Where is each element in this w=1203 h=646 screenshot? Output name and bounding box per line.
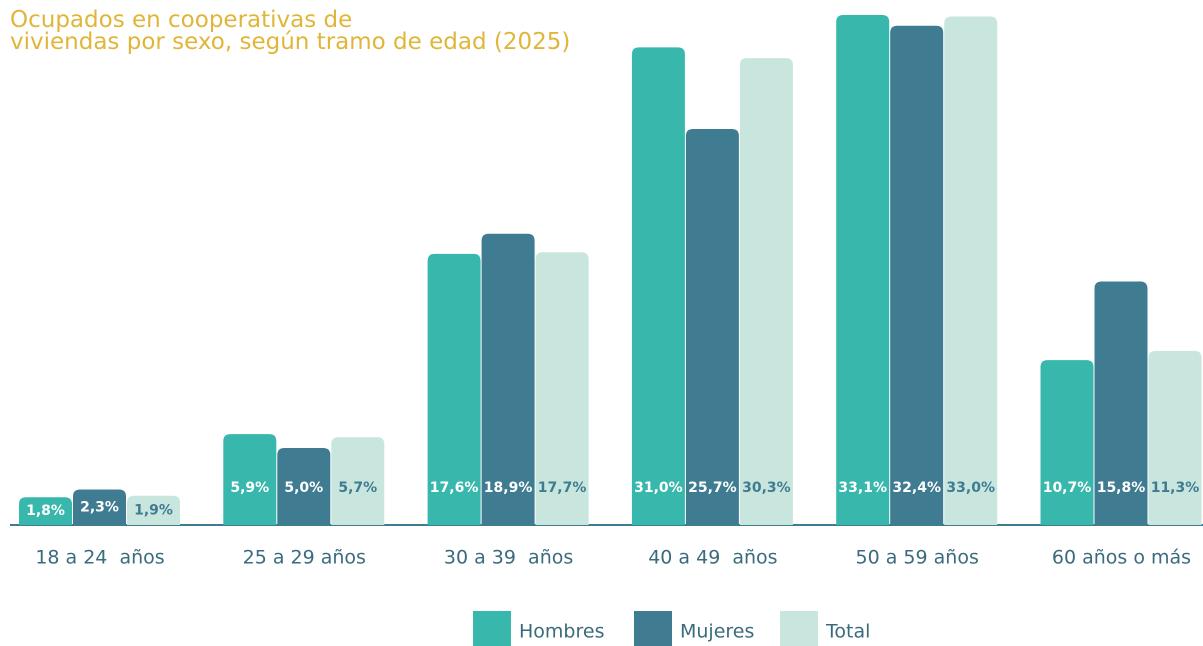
data-label: 5,0% (284, 480, 323, 496)
data-label: 10,7% (1043, 480, 1092, 496)
data-label: 15,8% (1097, 480, 1146, 496)
chart-title: Ocupados en cooperativas de viviendas por… (10, 7, 570, 55)
bar (127, 495, 180, 525)
data-label: 30,3% (742, 480, 791, 496)
legend-swatch (634, 611, 672, 646)
bar (739, 58, 793, 525)
legend-label: Mujeres (680, 621, 754, 643)
x-tick-label: 40 a 49 años (648, 547, 777, 569)
bar (19, 497, 72, 525)
data-label: 1,9% (134, 502, 173, 518)
bar (836, 15, 890, 525)
bar (685, 129, 739, 525)
data-label: 5,7% (338, 480, 377, 496)
bar (944, 16, 998, 526)
legend-label: Total (825, 621, 870, 643)
bar (1040, 360, 1094, 525)
data-label: 17,7% (538, 480, 587, 496)
bar (73, 489, 126, 525)
bar (535, 252, 589, 526)
data-label: 5,9% (230, 480, 269, 496)
data-label: 25,7% (688, 480, 737, 496)
bar (427, 253, 481, 525)
bar (631, 47, 685, 525)
data-label: 18,9% (484, 480, 533, 496)
bar (1094, 281, 1148, 525)
data-label: 33,0% (946, 480, 995, 496)
data-label: 31,0% (634, 480, 683, 496)
data-label: 1,8% (26, 503, 65, 519)
bar (277, 447, 331, 525)
legend-swatch (473, 611, 511, 646)
x-tick-label: 25 a 29 años (243, 547, 366, 569)
x-tick-label: 60 años o más (1052, 547, 1191, 569)
x-tick-label: 30 a 39 años (444, 547, 573, 569)
x-tick-label: 50 a 59 años (856, 547, 979, 569)
data-label: 17,6% (430, 480, 479, 496)
data-label: 11,3% (1151, 480, 1200, 496)
legend-swatch (780, 611, 818, 646)
x-tick-label: 18 a 24 años (35, 547, 164, 569)
bar (481, 233, 535, 525)
bar (890, 25, 944, 526)
data-label: 2,3% (80, 499, 119, 515)
bar (223, 434, 277, 525)
bar (1148, 350, 1202, 525)
data-label: 33,1% (838, 480, 887, 496)
bar (331, 437, 385, 525)
legend-label: Hombres (519, 621, 604, 643)
data-label: 32,4% (892, 480, 941, 496)
